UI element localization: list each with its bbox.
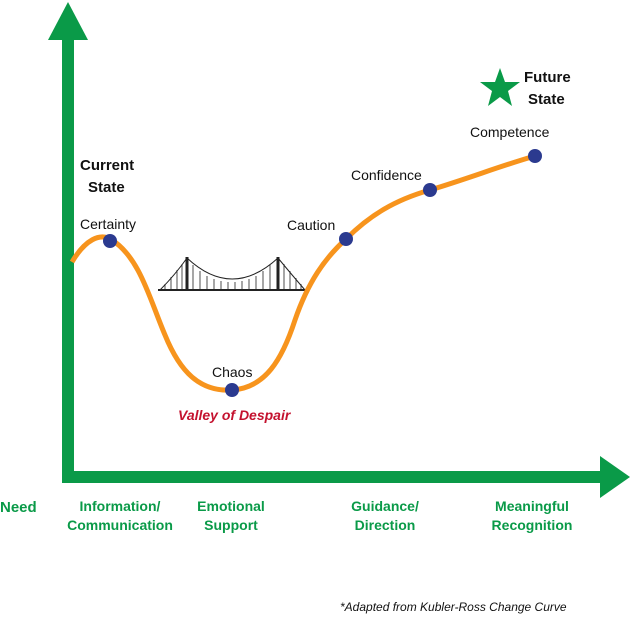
x-arrow (600, 456, 630, 498)
current-state: State (88, 179, 125, 196)
need-item: Meaningful (495, 498, 569, 514)
y-axis (62, 30, 74, 482)
need-item: Direction (355, 517, 416, 533)
y-arrow (48, 2, 88, 40)
node-label: Competence (470, 124, 550, 140)
axes (48, 2, 630, 498)
star (480, 68, 520, 106)
goal-label: Future (524, 69, 571, 86)
need-item: Emotional (197, 498, 265, 514)
node-label: Confidence (351, 167, 422, 183)
x-axis (62, 471, 610, 483)
need-item: Support (204, 517, 258, 533)
current-state: Current (80, 157, 134, 174)
need-item: Information/ (80, 498, 161, 514)
curve-points (103, 149, 542, 397)
node-label: Chaos (212, 364, 252, 380)
valley-label: Valley of Despair (178, 407, 292, 423)
change-curve (69, 153, 536, 393)
need-item: Guidance/ (351, 498, 419, 514)
goal-label: State (528, 91, 565, 108)
node-label: Caution (287, 217, 335, 233)
footnote: *Adapted from Kubler-Ross Change Curve (340, 600, 567, 614)
need-label: Need (0, 499, 37, 516)
need-item: Recognition (492, 517, 573, 533)
node-label: Certainty (80, 216, 136, 232)
need-item: Communication (67, 517, 173, 533)
bridge (158, 257, 306, 291)
